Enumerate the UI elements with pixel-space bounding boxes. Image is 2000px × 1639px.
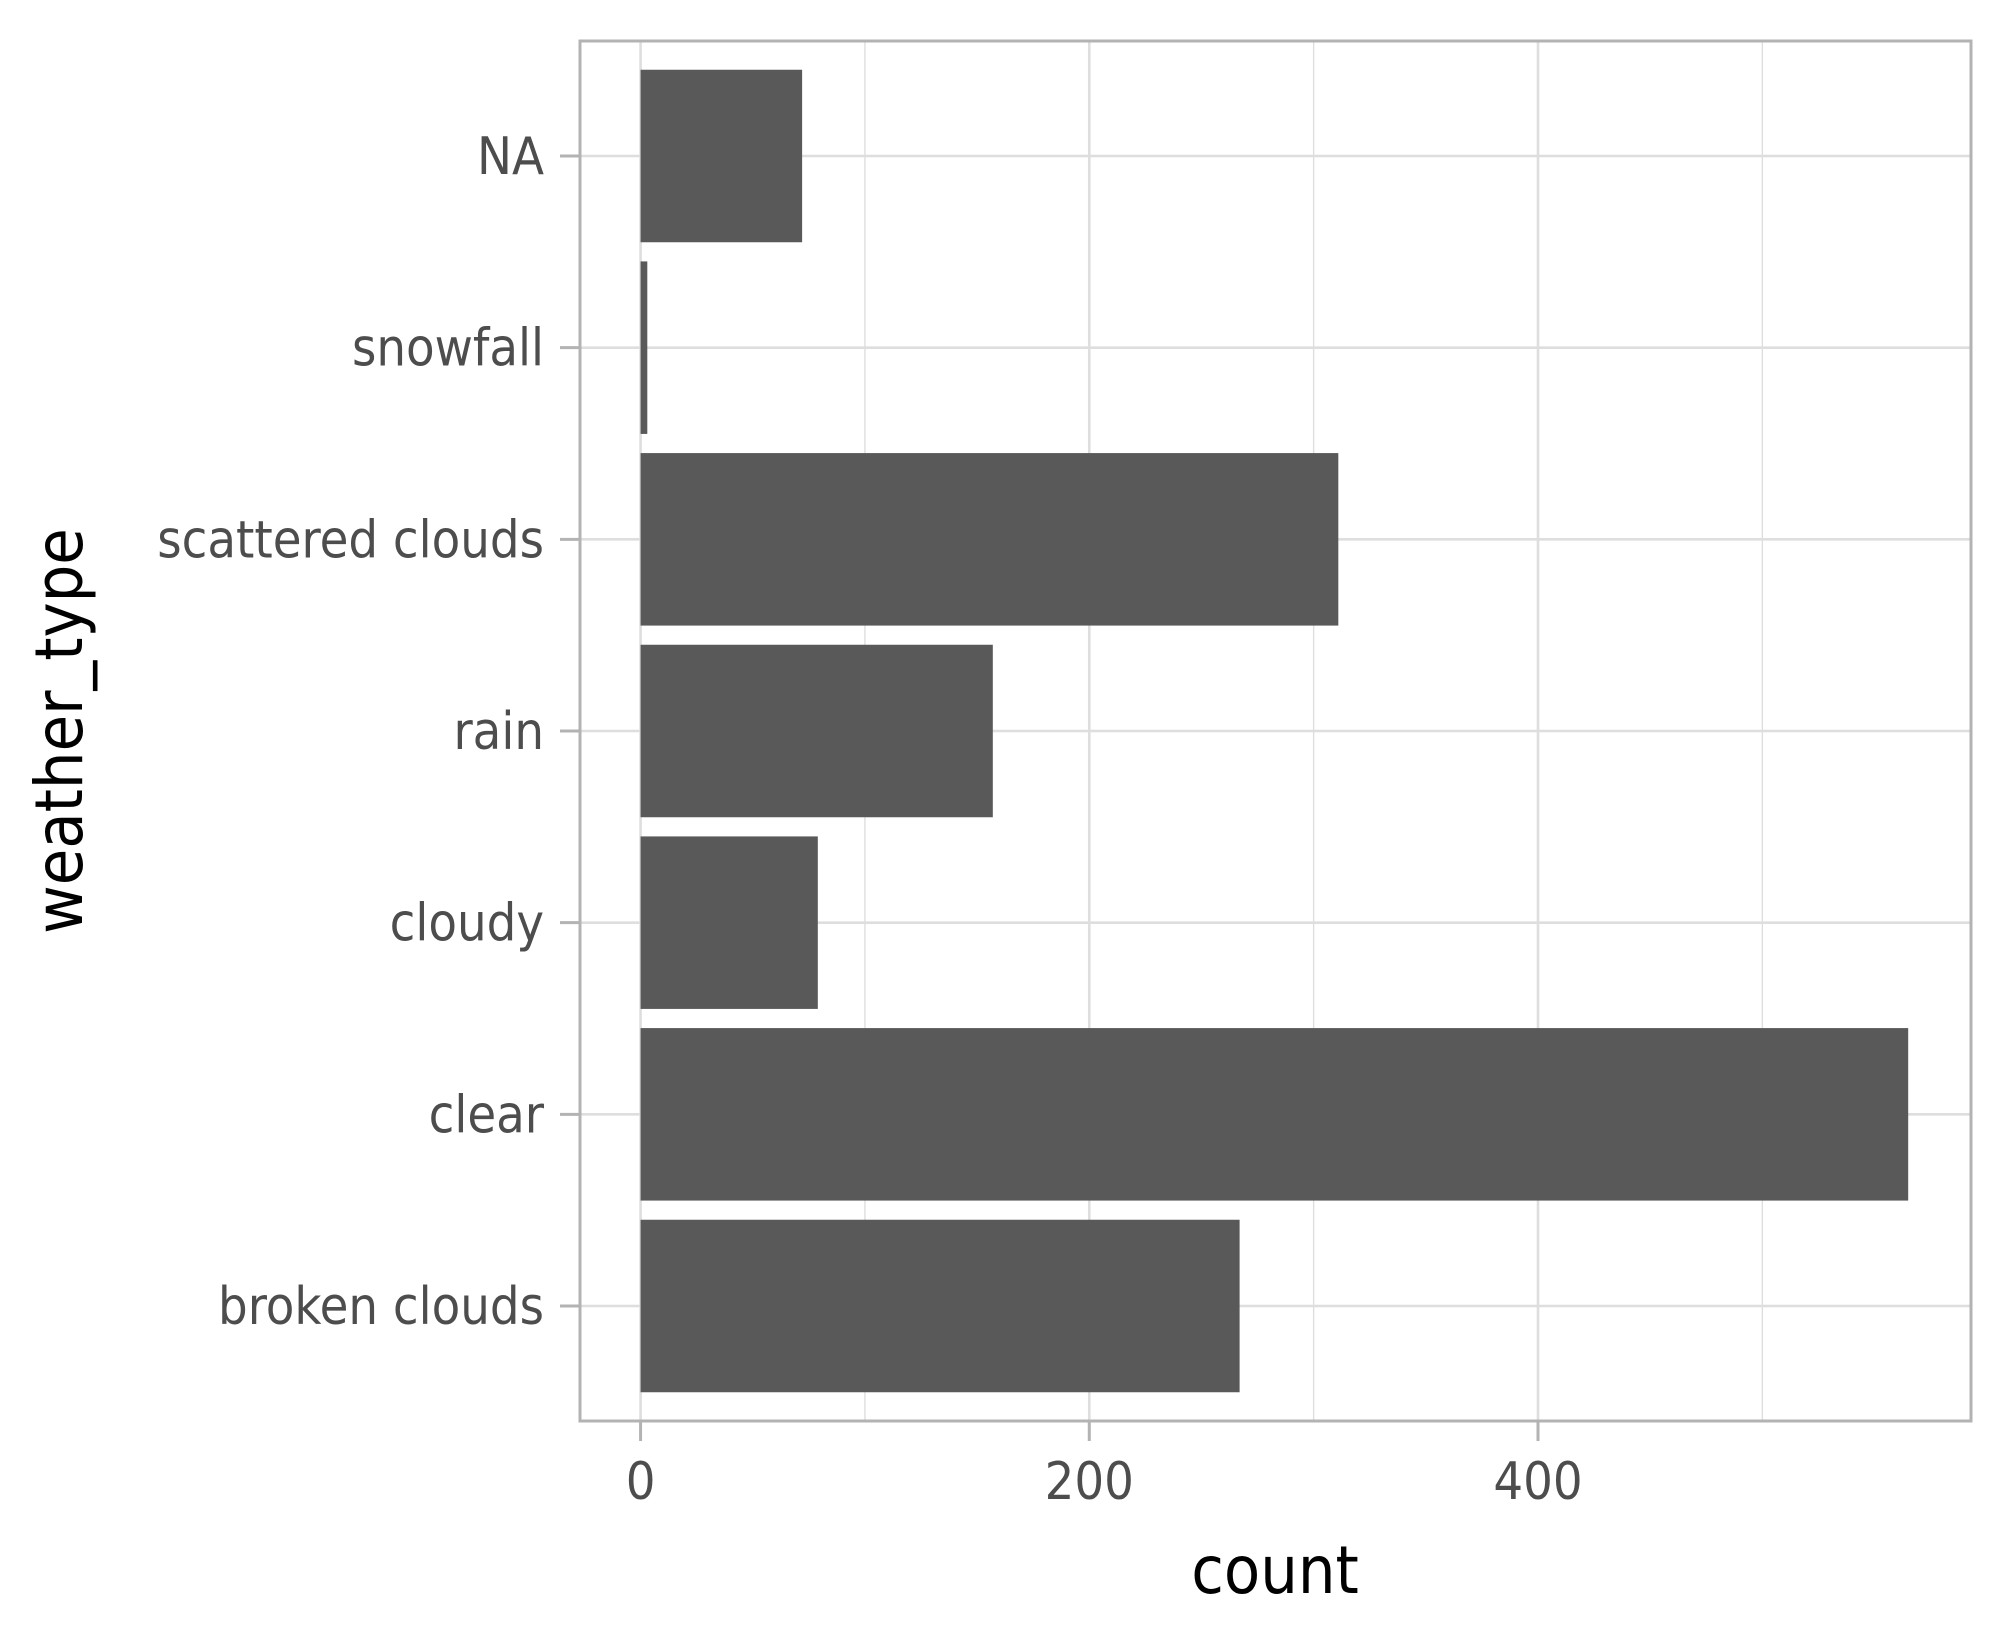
y-tick-label: cloudy bbox=[390, 894, 544, 954]
y-tick-label: broken clouds bbox=[218, 1277, 544, 1337]
bar-cloudy bbox=[640, 836, 818, 1009]
x-tick-label: 200 bbox=[1045, 1452, 1134, 1512]
bar-scattered-clouds bbox=[640, 453, 1339, 626]
y-axis-title: weather_type bbox=[21, 528, 98, 934]
x-axis-title: count bbox=[1191, 1532, 1359, 1609]
x-tick-label: 400 bbox=[1493, 1452, 1582, 1512]
axis-layer: broken clouds clear cloudy rain scattered cl… bbox=[157, 127, 1582, 1512]
y-tick-label: snowfall bbox=[352, 319, 544, 379]
y-tick-label: rain bbox=[453, 702, 544, 762]
bar-rain bbox=[640, 644, 993, 818]
y-tick-label: clear bbox=[429, 1085, 545, 1145]
y-tick-label: scattered clouds bbox=[157, 510, 544, 570]
bar-na bbox=[640, 69, 803, 243]
y-tick-label: NA bbox=[477, 127, 544, 187]
bar-clear bbox=[640, 1028, 1909, 1201]
bar-snowfall bbox=[640, 261, 648, 434]
bar-broken-clouds bbox=[640, 1219, 1240, 1393]
x-tick-label: 0 bbox=[626, 1452, 656, 1512]
bar-layer bbox=[640, 69, 1909, 1393]
